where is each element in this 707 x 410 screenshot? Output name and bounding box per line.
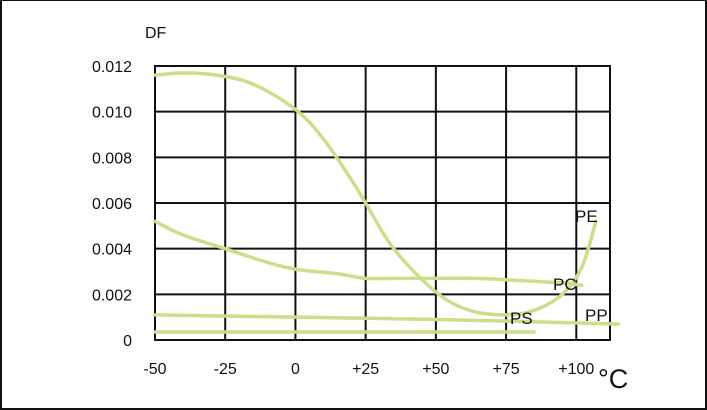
y-tick-label: 0.010 [92,105,132,122]
x-axis-title: °C [598,364,628,394]
series-label-pe: PE [575,207,598,226]
x-tick-label: +50 [422,361,449,378]
series-line-pp [153,313,621,326]
tick-layer: -50 -25 0 +25 +50 +75 +100 0 0.002 0.004 0.006 0.00… [92,59,594,378]
x-tick-label: 0 [291,361,300,378]
grid-layer [154,65,611,341]
x-tick-label: +75 [493,361,520,378]
y-axis-title: DF [145,25,167,42]
x-tick-label: -50 [143,361,166,378]
series-label-pp: PP [585,306,608,325]
series-label-ps: PS [510,309,533,328]
y-tick-label: 0.004 [92,242,132,259]
series-line-pe [153,219,584,287]
series-layer [153,71,621,334]
label-layer: PE PC PS PP [510,207,608,328]
x-tick-label: +25 [352,361,379,378]
series-line-pc [153,71,598,317]
y-tick-label: 0.006 [92,196,132,213]
y-tick-label: 0.002 [92,287,132,304]
x-tick-label: +100 [558,361,594,378]
series-label-pc: PC [553,275,577,294]
y-tick-label: 0 [123,333,132,350]
y-tick-label: 0.008 [92,150,132,167]
x-tick-label: -25 [214,361,237,378]
y-tick-label: 0.012 [92,59,132,76]
